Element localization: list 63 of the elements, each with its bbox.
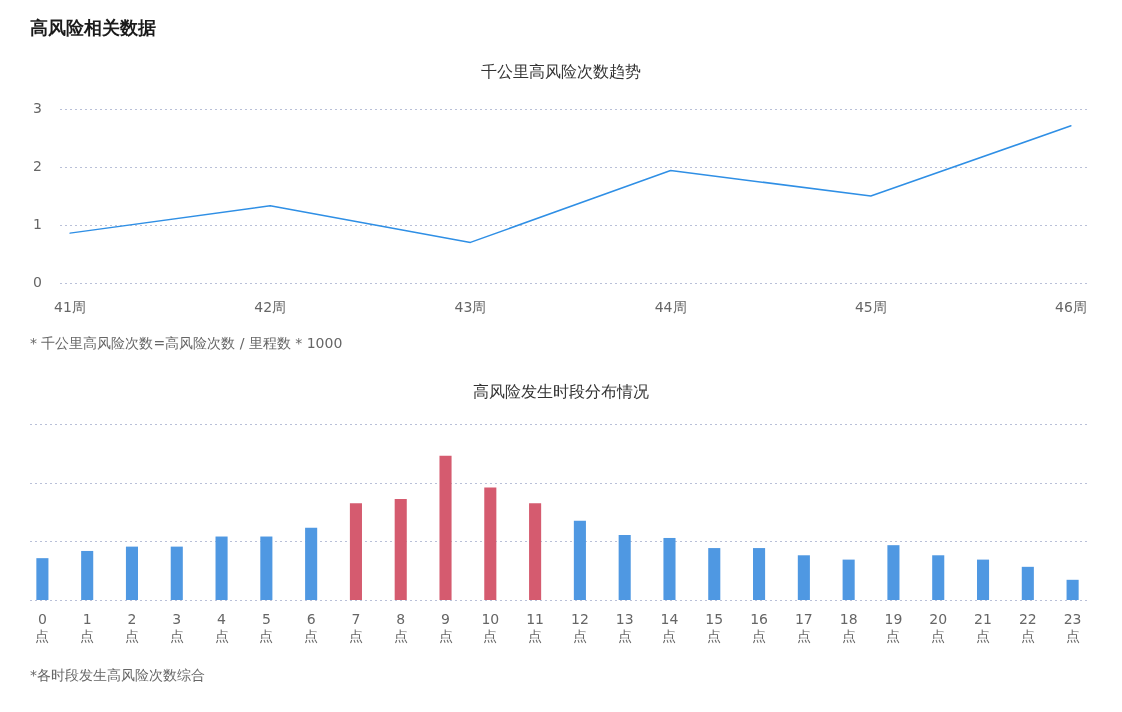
x-tick-label: 17点 <box>794 611 813 644</box>
bar <box>976 559 990 600</box>
bar <box>81 550 94 600</box>
chart-title: 高风险相关数据 <box>30 17 156 39</box>
x-tick-label: 11点 <box>526 611 545 644</box>
bar <box>394 499 407 600</box>
x-tick-label: 18点 <box>839 611 858 644</box>
bar <box>305 527 318 600</box>
bar <box>753 548 766 600</box>
x-tick-label: 1点 <box>80 611 95 644</box>
x-tick-label: 21点 <box>974 611 992 644</box>
y-tick-label: 3 <box>33 99 42 116</box>
x-tick-label: 9点 <box>438 611 453 644</box>
bar <box>887 545 900 600</box>
x-tick-label: 8点 <box>393 611 408 644</box>
bar <box>573 520 586 600</box>
x-tick-label: 14点 <box>660 611 679 644</box>
text: * 千公里高风险次数=高风险次数 / 里程数 * 1000 <box>30 334 343 353</box>
x-tick-label: 41周 <box>54 299 86 316</box>
x-tick-label: 4点 <box>214 611 229 644</box>
bar <box>349 503 362 600</box>
x-tick-label: 3点 <box>169 611 184 644</box>
x-tick-label: 44周 <box>654 299 687 316</box>
x-tick-label: 20点 <box>929 611 948 644</box>
x-tick-label: 0点 <box>35 611 50 644</box>
chart-title: 高风险发生时段分布情况 <box>472 382 650 402</box>
x-tick-label: 10点 <box>481 611 500 644</box>
x-tick-label: 12点 <box>570 611 589 644</box>
bar <box>529 503 542 600</box>
bar <box>708 548 721 600</box>
bar <box>797 555 810 600</box>
bar <box>484 487 497 600</box>
bar <box>215 536 228 600</box>
chart-subtitle: 千公里高风险次数趋势 <box>480 62 642 82</box>
x-tick-label: 19点 <box>884 611 903 644</box>
y-tick-label: 1 <box>33 215 42 232</box>
x-tick-label: 15点 <box>705 611 724 644</box>
bar <box>439 455 452 600</box>
bar <box>842 559 855 600</box>
x-tick-label: 43周 <box>454 299 487 316</box>
x-tick-label: 45周 <box>854 299 887 316</box>
x-tick-label: 46周 <box>1055 299 1087 316</box>
x-tick-label: 7点 <box>348 611 363 644</box>
x-tick-label: 6点 <box>304 611 319 644</box>
bar <box>125 546 139 600</box>
bar <box>170 546 183 600</box>
text: *各时段发生高风险次数综合 <box>30 666 205 685</box>
y-tick-label: 0 <box>33 273 42 290</box>
bar <box>36 558 49 600</box>
bar <box>618 535 631 600</box>
bar <box>663 537 676 600</box>
x-tick-label: 16点 <box>750 611 769 644</box>
x-tick-label: 13点 <box>615 611 634 644</box>
bar <box>1066 579 1079 600</box>
x-tick-label: 42周 <box>254 299 287 316</box>
x-tick-label: 2点 <box>124 611 139 644</box>
y-tick-label: 2 <box>33 157 42 174</box>
bar <box>260 536 273 600</box>
bar <box>1021 566 1034 600</box>
x-tick-label: 22点 <box>1018 611 1037 644</box>
x-tick-label: 23点 <box>1063 611 1082 644</box>
bar <box>932 555 945 600</box>
x-tick-label: 5点 <box>259 611 274 644</box>
